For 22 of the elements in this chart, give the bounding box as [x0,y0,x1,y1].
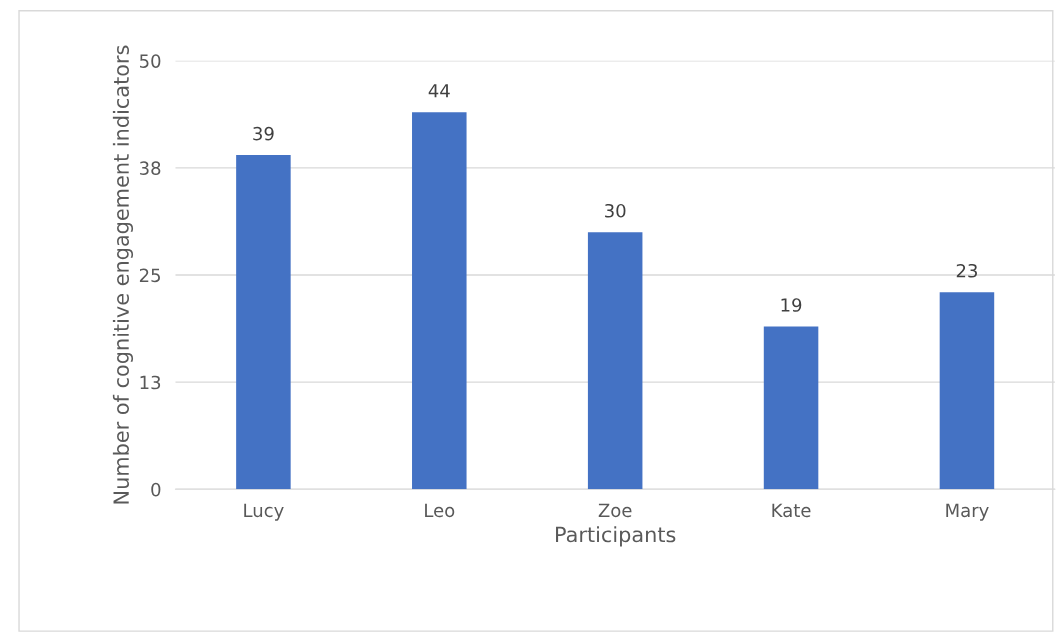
bar [763,326,819,490]
x-tick-label: Leo [425,503,455,518]
data-label: 30 [605,203,626,218]
bar [939,292,995,490]
bar [412,112,467,490]
y-tick-label: 25 [139,268,160,283]
y-axis-title: Number of cognitive engagement indicators [112,45,134,504]
y-tick-label: 50 [139,54,161,68]
x-tick-label: Kate [772,503,811,518]
bar [236,155,291,490]
x-tick-label: Lucy [244,503,284,521]
x-axis-title: Participants [556,526,676,547]
y-tick-label: 13 [140,375,161,390]
data-label: 44 [428,84,450,98]
x-tick-label: Zoe [598,503,632,518]
data-label: 19 [781,298,802,312]
y-tick-label: 0 [151,482,161,497]
bar [587,232,643,490]
data-label: 23 [956,263,977,278]
data-label: 39 [253,126,274,141]
x-tick-label: Mary [946,503,989,521]
y-tick-label: 38 [139,161,161,176]
